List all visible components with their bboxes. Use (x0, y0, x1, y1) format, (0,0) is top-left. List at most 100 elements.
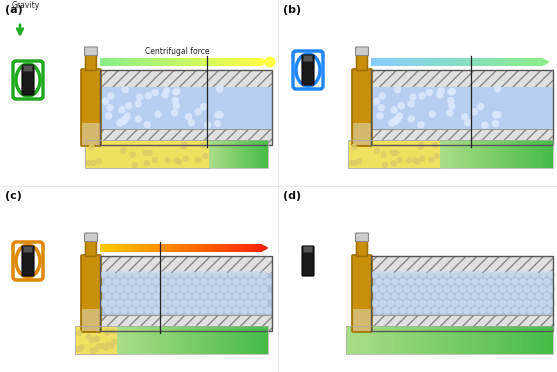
Circle shape (408, 116, 415, 122)
Bar (100, 256, 272, 273)
Bar (208, 58, 211, 66)
Bar (474, 140, 476, 168)
Bar (201, 326, 203, 354)
Text: Gravity: Gravity (12, 1, 40, 10)
Circle shape (500, 271, 506, 278)
Bar (525, 326, 529, 354)
Bar (418, 326, 422, 354)
Circle shape (95, 336, 100, 341)
Circle shape (188, 285, 196, 292)
Bar (371, 58, 374, 66)
Bar (523, 140, 525, 168)
Bar (263, 326, 266, 354)
Bar (481, 326, 484, 354)
Circle shape (208, 293, 216, 299)
Circle shape (527, 278, 535, 285)
Bar (218, 326, 221, 354)
Bar (360, 326, 363, 354)
FancyBboxPatch shape (86, 55, 96, 71)
Circle shape (265, 278, 271, 285)
Circle shape (540, 285, 546, 292)
Circle shape (113, 293, 120, 299)
Circle shape (447, 307, 455, 314)
Circle shape (164, 285, 172, 292)
Circle shape (392, 278, 398, 285)
Bar (452, 140, 453, 168)
Circle shape (129, 293, 135, 299)
Circle shape (120, 307, 128, 314)
Bar (251, 58, 254, 66)
Circle shape (388, 271, 394, 278)
Circle shape (504, 307, 511, 314)
Circle shape (116, 285, 124, 292)
Circle shape (443, 271, 451, 278)
Circle shape (149, 300, 155, 307)
Bar (111, 244, 114, 252)
Bar (216, 326, 218, 354)
Circle shape (105, 278, 111, 285)
Bar (82, 308, 100, 331)
Circle shape (237, 300, 243, 307)
Circle shape (89, 145, 94, 150)
Circle shape (217, 293, 223, 299)
Bar (187, 58, 189, 66)
Bar (509, 58, 511, 66)
Bar (238, 140, 239, 168)
Circle shape (520, 278, 526, 285)
Circle shape (102, 98, 109, 105)
Bar (194, 58, 197, 66)
Bar (238, 58, 241, 66)
Bar (248, 58, 251, 66)
Circle shape (157, 285, 164, 292)
Bar (487, 140, 489, 168)
Bar (414, 58, 417, 66)
Bar (211, 140, 212, 168)
Bar (411, 58, 414, 66)
Bar (495, 140, 497, 168)
Circle shape (135, 116, 142, 122)
FancyBboxPatch shape (81, 255, 101, 332)
Bar (248, 140, 250, 168)
Circle shape (452, 300, 458, 307)
Circle shape (105, 112, 112, 119)
Bar (219, 58, 222, 66)
Circle shape (174, 158, 179, 163)
Bar (519, 140, 521, 168)
Bar (497, 58, 500, 66)
Bar (243, 58, 246, 66)
Circle shape (436, 92, 443, 99)
Circle shape (372, 285, 379, 292)
Circle shape (224, 293, 232, 299)
Bar (111, 58, 114, 66)
Bar (548, 140, 549, 168)
Circle shape (180, 300, 188, 307)
Circle shape (388, 285, 394, 292)
Bar (150, 326, 153, 354)
Bar (250, 140, 251, 168)
Circle shape (160, 278, 168, 285)
Circle shape (105, 330, 110, 335)
Circle shape (228, 285, 236, 292)
Bar (183, 326, 185, 354)
Bar (105, 244, 108, 252)
Bar (483, 58, 486, 66)
Circle shape (111, 339, 116, 344)
Bar (243, 140, 245, 168)
Bar (203, 326, 206, 354)
Bar (532, 140, 534, 168)
Bar (226, 326, 228, 354)
Bar (236, 140, 237, 168)
Bar (380, 58, 383, 66)
Bar (200, 58, 203, 66)
Text: (d): (d) (283, 191, 301, 201)
Circle shape (483, 300, 491, 307)
Circle shape (408, 100, 415, 107)
Bar (388, 326, 391, 354)
Circle shape (232, 293, 240, 299)
Circle shape (203, 153, 208, 158)
Bar (216, 58, 219, 66)
Bar (102, 244, 105, 252)
Circle shape (164, 300, 172, 307)
Bar (499, 140, 500, 168)
Bar (229, 140, 230, 168)
